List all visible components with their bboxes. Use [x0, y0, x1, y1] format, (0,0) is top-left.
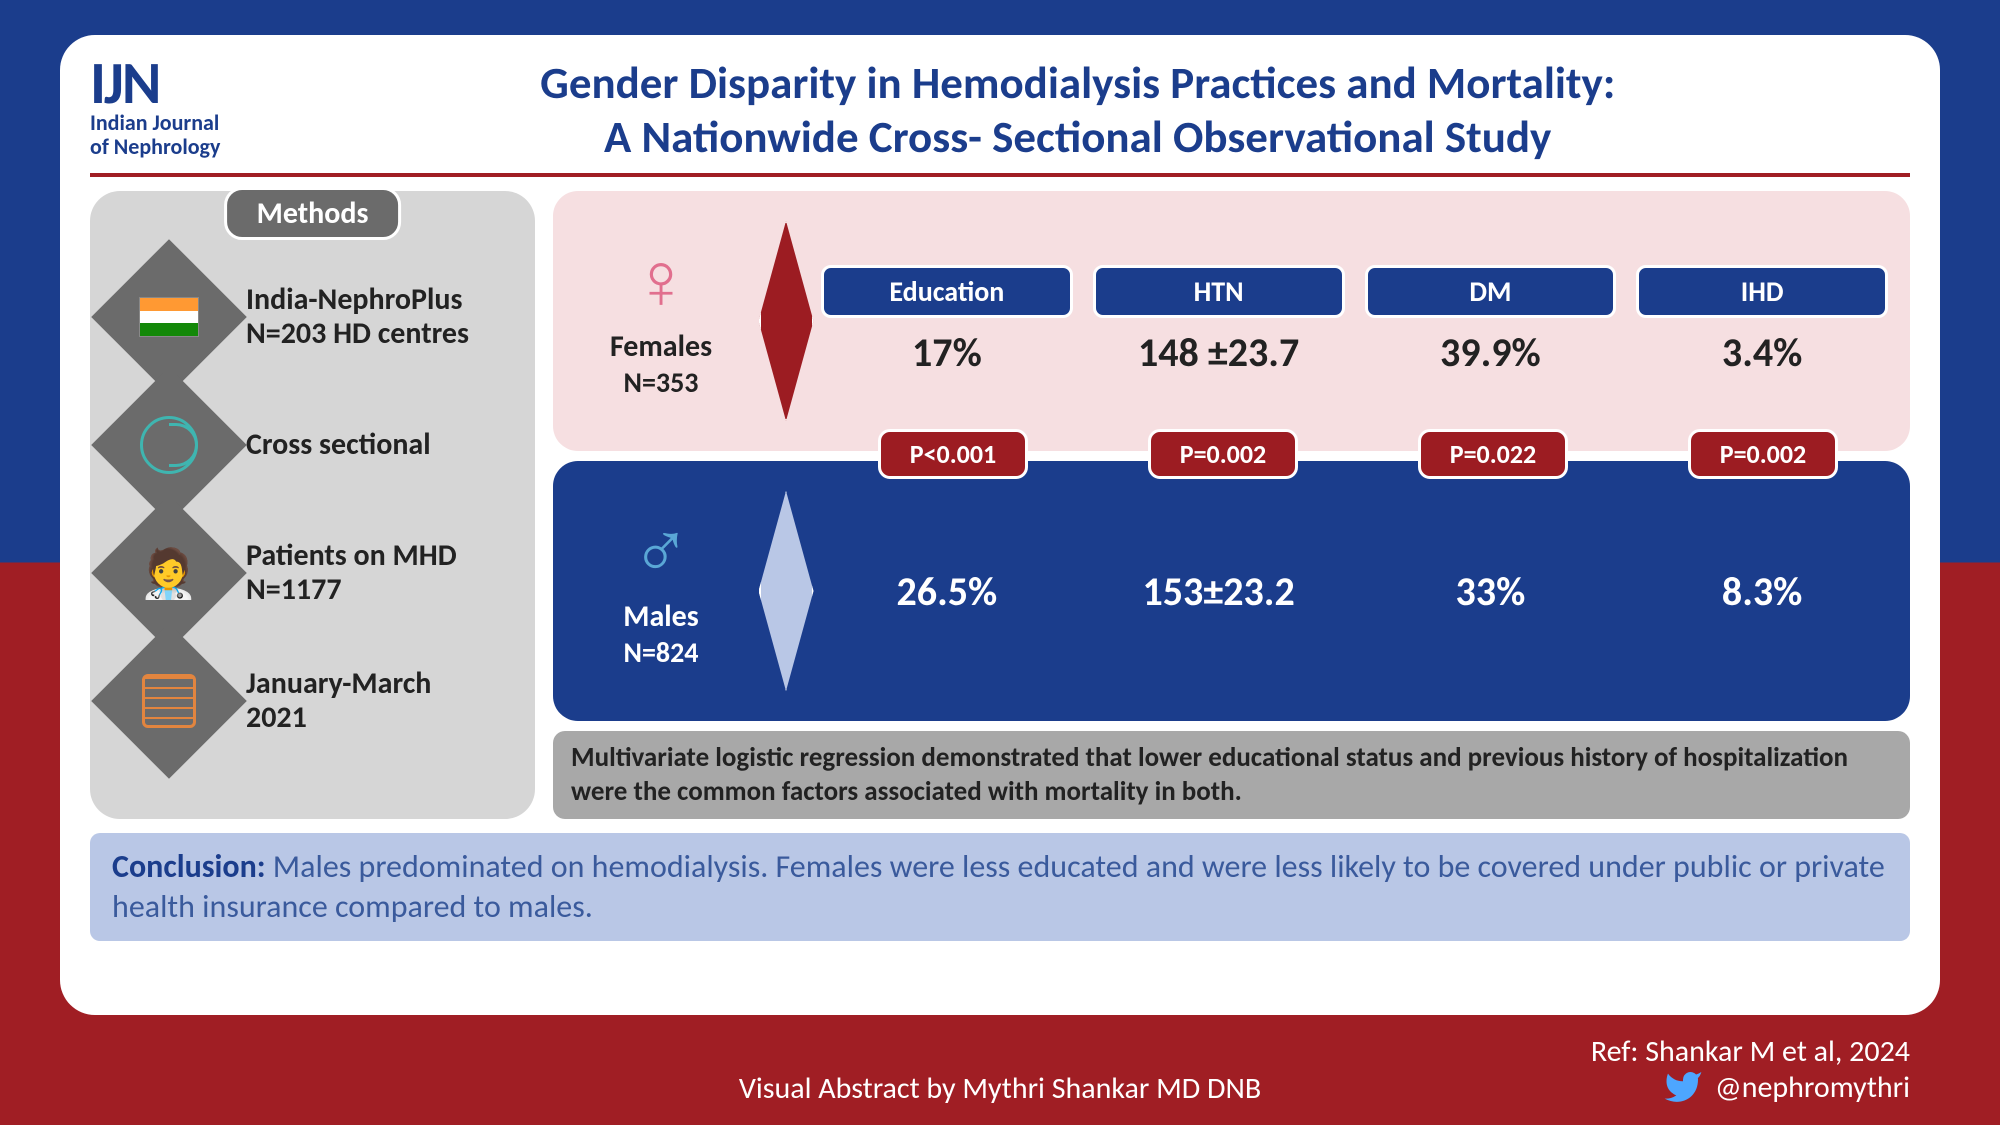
- method-item-patients: 🧑‍⚕️ Patients on MHD N=1177: [114, 518, 511, 628]
- method-text: Patients on MHD N=1177: [246, 539, 457, 608]
- patient-icon: 🧑‍⚕️: [139, 543, 199, 602]
- male-value: 33%: [1365, 567, 1617, 616]
- female-row: ♀ Females N=353 Education HTN DM IHD 17%…: [553, 191, 1910, 451]
- female-label-block: ♀ Females N=353: [571, 242, 751, 400]
- title-line1: Gender Disparity in Hemodialysis Practic…: [245, 57, 1910, 111]
- footer-reference: Ref: Shankar M et al, 2024: [1591, 1033, 1910, 1070]
- male-value: 8.3%: [1636, 567, 1888, 616]
- twitter-handle: @nephromythri: [1715, 1069, 1910, 1106]
- female-icon: ♀: [571, 242, 751, 322]
- calendar-icon: [142, 674, 196, 728]
- title-line2: A Nationwide Cross- Sectional Observatio…: [245, 111, 1910, 165]
- diamond-divider: [751, 221, 821, 421]
- p-value: P=0.022: [1418, 429, 1568, 479]
- female-value: 39.9%: [1365, 328, 1617, 377]
- logo-line2: of Nephrology: [90, 135, 220, 159]
- male-value: 153±23.2: [1093, 567, 1345, 616]
- conclusion-text: Males predominated on hemodialysis. Fema…: [112, 847, 1885, 926]
- method-item-design: Cross sectional: [114, 390, 511, 500]
- footer-handle: @nephromythri: [1663, 1067, 1910, 1107]
- title: Gender Disparity in Hemodialysis Practic…: [245, 57, 1910, 165]
- conclusion-box: Conclusion: Males predominated on hemodi…: [90, 833, 1910, 941]
- method-text: Cross sectional: [246, 428, 431, 463]
- logo-block: IJN Indian Journal of Nephrology: [90, 57, 220, 159]
- col-header: HTN: [1093, 265, 1345, 318]
- female-value: 3.4%: [1636, 328, 1888, 377]
- method-item-dates: January-March 2021: [114, 646, 511, 756]
- diamond-divider: [751, 491, 821, 691]
- p-value-row: P<0.001 P=0.002 P=0.022 P=0.002: [828, 429, 1888, 479]
- method-text: January-March 2021: [246, 667, 431, 736]
- female-stats: Education HTN DM IHD 17% 148 ±23.7 39.9%…: [821, 265, 1888, 377]
- male-value: 26.5%: [821, 567, 1073, 616]
- footer-credit: Visual Abstract by Mythri Shankar MD DNB: [739, 1070, 1261, 1107]
- male-stats: 26.5% 153±23.2 33% 8.3%: [821, 567, 1888, 616]
- p-value: P<0.001: [878, 429, 1028, 479]
- method-item-centres: India-NephroPlus N=203 HD centres: [114, 262, 511, 372]
- logo-line1: Indian Journal: [90, 111, 220, 135]
- methods-badge: Methods: [224, 187, 402, 240]
- method-text: India-NephroPlus N=203 HD centres: [246, 283, 469, 352]
- globe-icon: [140, 416, 198, 474]
- female-label: Females: [571, 328, 751, 365]
- male-label-block: ♂ Males N=824: [571, 512, 751, 670]
- logo-abbr: IJN: [90, 57, 220, 111]
- twitter-icon: [1663, 1067, 1703, 1107]
- male-n: N=824: [571, 635, 751, 670]
- col-header: Education: [821, 265, 1073, 318]
- female-value: 148 ±23.7: [1093, 328, 1345, 377]
- conclusion-label: Conclusion:: [112, 847, 266, 886]
- male-row: ♂ Males N=824 26.5% 153±23.2 33% 8.3%: [553, 461, 1910, 721]
- female-value: 17%: [821, 328, 1073, 377]
- diamond-icon: [91, 623, 247, 779]
- male-icon: ♂: [571, 512, 751, 592]
- flag-icon: [139, 297, 199, 337]
- female-n: N=353: [571, 365, 751, 400]
- main-card: IJN Indian Journal of Nephrology Gender …: [60, 35, 1940, 1015]
- p-value: P=0.002: [1148, 429, 1298, 479]
- body: Methods India-NephroPlus N=203 HD centre…: [90, 191, 1910, 819]
- multivariate-text: Multivariate logistic regression demonst…: [553, 731, 1910, 819]
- male-label: Males: [571, 598, 751, 635]
- col-header: IHD: [1636, 265, 1888, 318]
- results-panel: ♀ Females N=353 Education HTN DM IHD 17%…: [553, 191, 1910, 819]
- col-header: DM: [1365, 265, 1617, 318]
- header: IJN Indian Journal of Nephrology Gender …: [90, 57, 1910, 177]
- methods-panel: Methods India-NephroPlus N=203 HD centre…: [90, 191, 535, 819]
- p-value: P=0.002: [1688, 429, 1838, 479]
